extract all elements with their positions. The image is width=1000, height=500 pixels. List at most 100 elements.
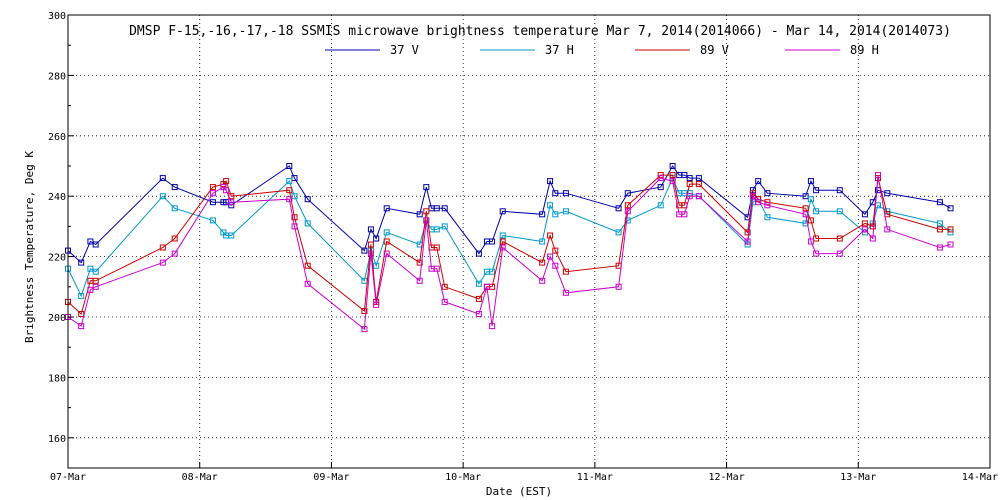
y-tick-label: 280: [48, 71, 66, 82]
data-point: [764, 199, 771, 206]
data-point: [361, 308, 368, 314]
data-point: [947, 241, 954, 248]
data-point: [562, 289, 569, 296]
data-point: [547, 202, 554, 209]
data-point: [475, 295, 482, 302]
data-point: [78, 311, 85, 317]
y-tick-label: 200: [48, 313, 66, 324]
grid: [68, 15, 990, 468]
data-point: [695, 193, 702, 200]
y-tick-label: 240: [48, 192, 66, 203]
x-tick-label: 13-Mar: [840, 472, 876, 483]
data-point: [749, 193, 756, 200]
data-point: [936, 244, 943, 251]
y-tick-label: 300: [48, 11, 66, 22]
x-tick-label: 08-Mar: [182, 472, 218, 483]
data-point: [223, 187, 230, 194]
data-point: [836, 235, 843, 242]
data-point: [624, 190, 631, 197]
data-point: [813, 187, 820, 194]
data-point: [291, 223, 298, 230]
data-point: [286, 163, 293, 169]
data-point: [669, 178, 676, 185]
data-point: [383, 229, 390, 236]
data-point: [78, 259, 85, 266]
data-point: [936, 199, 943, 206]
data-point: [92, 241, 99, 248]
series-line: [67, 175, 951, 331]
data-point: [171, 205, 178, 212]
data-point: [547, 178, 554, 185]
data-point: [657, 184, 664, 191]
data-point: [552, 262, 559, 269]
data-point: [861, 226, 868, 233]
data-point: [657, 175, 664, 182]
data-point: [547, 232, 554, 239]
data-point: [884, 226, 891, 233]
data-point: [802, 211, 809, 218]
data-point: [615, 283, 622, 290]
series-89-v: [65, 172, 954, 317]
data-point: [884, 190, 891, 197]
data-point: [807, 178, 814, 185]
data-point: [802, 205, 809, 212]
chart-title: DMSP F-15,-16,-17,-18 SSMIS microwave br…: [129, 24, 951, 39]
data-point: [755, 178, 762, 185]
data-point: [286, 196, 293, 203]
data-point: [383, 205, 390, 212]
x-tick-label: 09-Mar: [313, 472, 349, 483]
data-point: [547, 253, 554, 260]
data-point: [159, 175, 166, 182]
x-tick-label: 12-Mar: [709, 472, 745, 483]
data-point: [423, 208, 430, 215]
data-point: [695, 175, 702, 182]
data-point: [539, 211, 546, 218]
series-37-h: [65, 175, 954, 299]
data-point: [489, 268, 496, 275]
data-point: [875, 172, 881, 179]
data-point: [441, 205, 448, 212]
series-37-v: [65, 163, 954, 266]
data-point: [433, 205, 440, 212]
data-point: [92, 277, 99, 284]
data-point: [291, 214, 298, 221]
data-point: [936, 220, 943, 227]
data-point: [669, 163, 676, 169]
data-point: [807, 196, 814, 203]
legend-label: 37 H: [545, 43, 574, 57]
data-point: [171, 184, 178, 191]
data-point: [499, 232, 506, 239]
data-point: [624, 208, 631, 215]
data-point: [228, 199, 235, 206]
data-point: [669, 172, 676, 179]
data-point: [209, 199, 216, 206]
data-point: [228, 202, 235, 209]
data-point: [361, 247, 368, 254]
data-point: [562, 208, 569, 215]
data-point: [433, 226, 440, 233]
x-tick-label: 14-Mar: [962, 472, 998, 483]
y-tick-label: 180: [48, 373, 66, 384]
y-tick-label: 160: [48, 434, 66, 445]
data-point: [92, 268, 99, 275]
data-point: [78, 292, 85, 299]
data-point: [562, 268, 569, 275]
data-point: [286, 178, 293, 185]
data-point: [423, 217, 430, 224]
data-point: [475, 280, 482, 287]
data-point: [836, 208, 843, 215]
data-point: [813, 208, 820, 215]
data-point: [367, 226, 374, 233]
data-point: [159, 193, 166, 200]
data-point: [657, 202, 664, 209]
data-point: [383, 250, 390, 257]
plot-area-frame: [67, 14, 991, 469]
x-tick-label: 07-Mar: [50, 472, 86, 483]
data-point: [367, 241, 374, 248]
data-point: [861, 211, 868, 218]
data-point: [686, 175, 693, 182]
data-point: [936, 226, 943, 233]
data-point: [813, 250, 820, 257]
data-point: [764, 214, 771, 221]
data-point: [744, 229, 751, 236]
